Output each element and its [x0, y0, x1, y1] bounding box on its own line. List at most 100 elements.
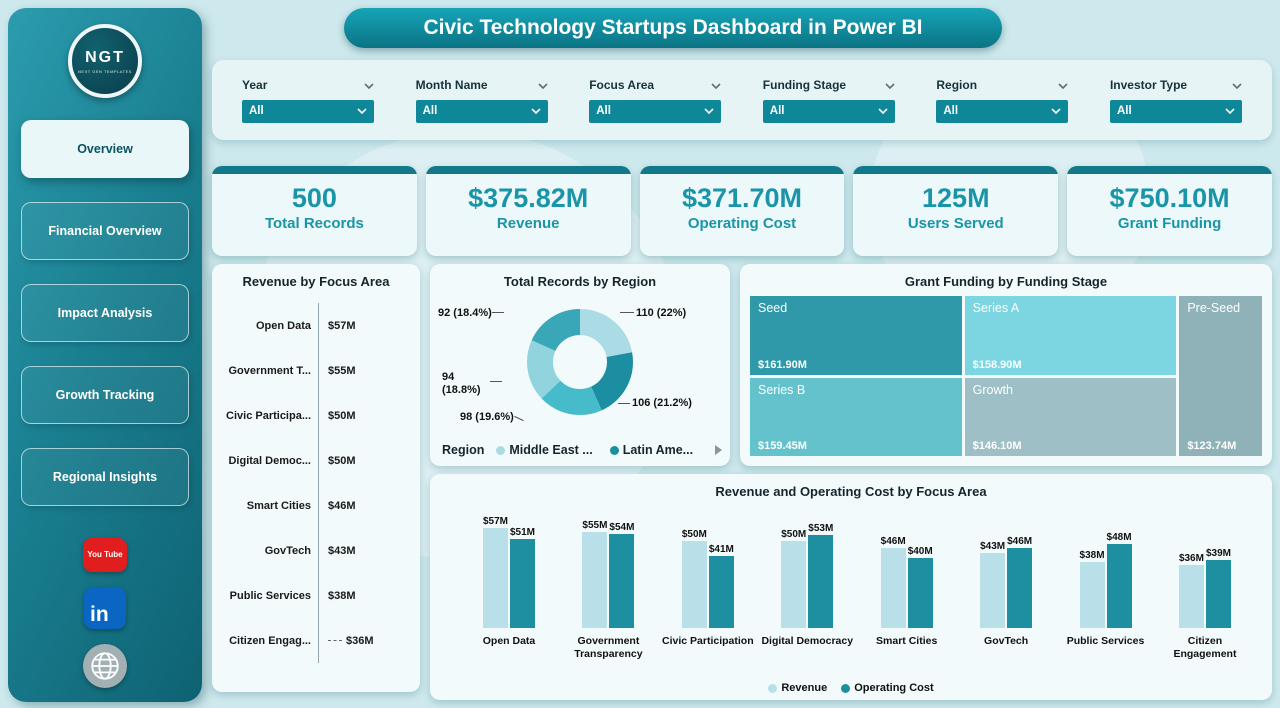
bar-row[interactable]: Open Data $57M: [212, 303, 420, 348]
bar-operating-cost[interactable]: [708, 556, 734, 628]
filter-year: Year All: [242, 78, 374, 123]
donut-slice[interactable]: [527, 309, 633, 415]
bar-row[interactable]: Citizen Engag... $36M: [212, 618, 420, 663]
sidebar-item-overview[interactable]: Overview: [21, 120, 189, 178]
filter-selected-value: All: [1116, 105, 1132, 117]
bar-revenue[interactable]: [880, 547, 906, 628]
bar-value-label: $50M: [781, 528, 807, 540]
legend-item-revenue[interactable]: Revenue: [768, 682, 827, 694]
bar-revenue[interactable]: [781, 540, 807, 628]
value-label: $46M: [328, 499, 356, 512]
legend-dot: [841, 683, 851, 693]
panel-total-records-by-region: Total Records by Region 110 (22%) 106 (2…: [430, 264, 730, 466]
sidebar-item-financial-overview[interactable]: Financial Overview: [21, 202, 189, 260]
value-cell: $50M: [318, 393, 420, 438]
bar-value-label: $38M: [1079, 549, 1105, 561]
kpi-row: 500 Total Records $375.82M Revenue $371.70M O…: [212, 166, 1272, 256]
treemap-cell-seed[interactable]: Seed $161.90M: [750, 296, 962, 375]
filter-label: Investor Type: [1110, 78, 1242, 92]
bar-row[interactable]: Civic Participa... $50M: [212, 393, 420, 438]
bar-revenue[interactable]: [1079, 561, 1105, 628]
filter-label: Focus Area: [589, 78, 721, 92]
bar-row[interactable]: Government T... $55M: [212, 348, 420, 393]
data-label: 92 (18.4%): [438, 307, 492, 319]
chevron-down-icon: [704, 105, 714, 117]
treemap-cell-series-b[interactable]: Series B $159.45M: [750, 377, 962, 456]
filter-dropdown[interactable]: All: [762, 99, 895, 123]
value-label: $43M: [328, 544, 356, 557]
bar-revenue[interactable]: [1178, 565, 1204, 628]
chevron-down-icon[interactable]: [538, 78, 548, 92]
bar-pair: $50M $41M: [681, 506, 734, 628]
treemap-label: Seed: [758, 301, 788, 315]
bar-revenue[interactable]: [482, 528, 508, 628]
filter-dropdown[interactable]: All: [936, 99, 1069, 123]
bar-row[interactable]: Public Services $38M: [212, 573, 420, 618]
donut-slice[interactable]: [527, 309, 633, 415]
bar-operating-cost[interactable]: [1205, 559, 1231, 628]
chevron-down-icon[interactable]: [364, 78, 374, 92]
sidebar-item-growth-tracking[interactable]: Growth Tracking: [21, 366, 189, 424]
chevron-down-icon[interactable]: [711, 78, 721, 92]
legend-dot: [496, 445, 506, 455]
filter-dropdown[interactable]: All: [415, 99, 548, 123]
linkedin-icon[interactable]: in: [84, 587, 126, 629]
combo-legend: Revenue Operating Cost: [430, 682, 1272, 694]
treemap-cell-pre-seed[interactable]: Pre-Seed $123.74M: [1179, 296, 1262, 456]
region-legend-item[interactable]: Middle East ...: [496, 443, 593, 457]
chevron-down-icon[interactable]: [1058, 78, 1068, 92]
bar-operating-cost[interactable]: [609, 533, 635, 628]
bar-revenue[interactable]: [582, 531, 608, 628]
legend-scroll-arrow-icon[interactable]: [715, 445, 722, 455]
filter-bar: Year All Month Name All Focus Area All Funding…: [212, 60, 1272, 140]
bar-value-label: $39M: [1205, 547, 1231, 559]
legend-label: Revenue: [781, 682, 828, 694]
donut-slice[interactable]: [527, 309, 633, 415]
filter-focus-area: Focus Area All: [589, 78, 722, 123]
filter-dropdown[interactable]: All: [589, 99, 722, 123]
youtube-icon[interactable]: You Tube: [83, 538, 127, 572]
combo-groups: $57M $51M Open Data $55M $54M Government Tran…: [460, 506, 1254, 663]
sidebar-item-impact-analysis[interactable]: Impact Analysis: [21, 284, 189, 342]
bar-value-label: $43M: [980, 540, 1006, 552]
bar-revenue[interactable]: [681, 540, 707, 628]
bar-group-government-transparency: $55M $54M Government Transparency: [559, 506, 657, 663]
bar-row[interactable]: Smart Cities $46M: [212, 483, 420, 528]
kpi-value: 500: [291, 183, 337, 213]
chevron-down-icon[interactable]: [885, 78, 895, 92]
filter-selected-value: All: [596, 105, 611, 117]
filter-dropdown[interactable]: All: [242, 99, 374, 123]
chevron-down-icon[interactable]: [1232, 78, 1242, 92]
bar-value-label: $46M: [880, 535, 906, 547]
sidebar-item-regional-insights[interactable]: Regional Insights: [21, 448, 189, 506]
filter-label-text: Year: [242, 77, 268, 92]
bar-column: $53M: [808, 523, 833, 628]
legend-label: Operating Cost: [854, 682, 934, 694]
bar-operating-cost[interactable]: [808, 535, 834, 628]
filter-label: Year: [242, 78, 374, 92]
treemap-cell-growth[interactable]: Growth $146.10M: [964, 377, 1177, 456]
bar-row[interactable]: Digital Democ... $50M: [212, 438, 420, 483]
donut-slice[interactable]: [527, 309, 633, 415]
bar-operating-cost[interactable]: [1106, 544, 1132, 628]
website-globe-icon[interactable]: [83, 644, 127, 688]
kpi-value: $375.82M: [468, 183, 589, 213]
chevron-down-icon: [1225, 105, 1235, 117]
bar-row[interactable]: GovTech $43M: [212, 528, 420, 573]
legend-title: Region: [442, 443, 485, 457]
bar-operating-cost[interactable]: [1007, 547, 1033, 628]
bar-operating-cost[interactable]: [907, 558, 933, 628]
page-title: Civic Technology Startups Dashboard in P…: [344, 8, 1002, 48]
bar-group-citizen-engagement: $36M $39M Citizen Engagement: [1156, 506, 1254, 663]
bar-column: $46M: [880, 535, 906, 628]
legend-item-operating-cost[interactable]: Operating Cost: [841, 682, 934, 694]
bar-group-public-services: $38M $48M Public Services: [1057, 506, 1155, 663]
treemap-cell-series-a[interactable]: Series A $158.90M: [964, 296, 1177, 375]
filter-label-text: Funding Stage: [762, 77, 847, 92]
region-legend-item[interactable]: Latin Ame...: [609, 443, 693, 457]
filter-dropdown[interactable]: All: [1109, 99, 1242, 123]
kpi-card-grant-funding: $750.10M Grant Funding: [1067, 166, 1272, 256]
kpi-value: 125M: [922, 183, 990, 213]
bar-operating-cost[interactable]: [510, 538, 535, 628]
bar-revenue[interactable]: [980, 552, 1006, 628]
